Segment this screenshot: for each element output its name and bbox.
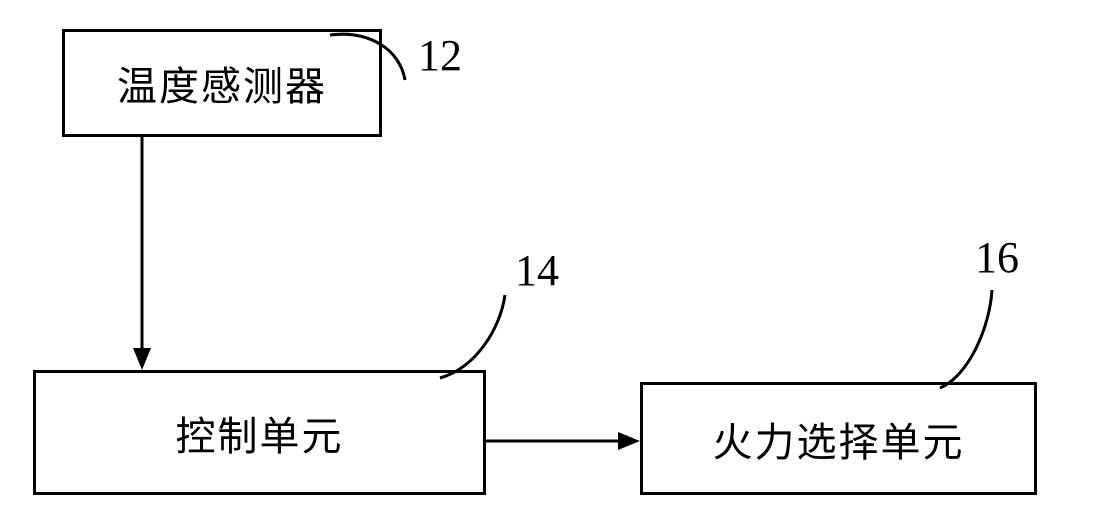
leader-fire-select xyxy=(940,290,992,388)
node-fire-select: 火力选择单元 xyxy=(640,382,1037,495)
node-control-label: 控制单元 xyxy=(176,404,344,462)
node-sensor-label: 温度感测器 xyxy=(117,54,327,112)
ref-number-control: 14 xyxy=(515,245,559,296)
edge-sensor-control xyxy=(133,137,151,370)
node-fire-select-label: 火力选择单元 xyxy=(713,410,965,468)
ref-number-fire-select: 16 xyxy=(975,232,1019,283)
node-sensor: 温度感测器 xyxy=(62,29,382,137)
leader-control xyxy=(440,295,505,378)
node-control: 控制单元 xyxy=(33,370,486,495)
edge-control-fireselect xyxy=(486,432,640,450)
ref-number-sensor: 12 xyxy=(418,30,462,81)
